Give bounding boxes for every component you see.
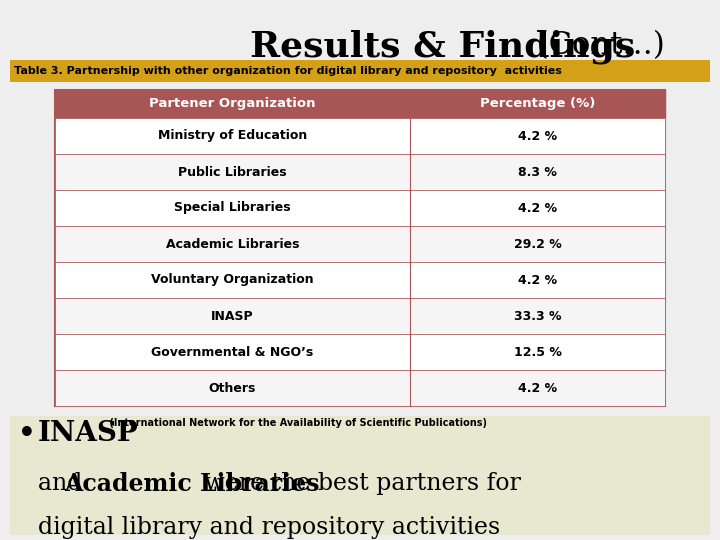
- Text: digital library and repository activities: digital library and repository activitie…: [38, 516, 500, 539]
- Text: Others: Others: [209, 381, 256, 395]
- Text: 4.2 %: 4.2 %: [518, 201, 557, 214]
- Bar: [55, 118, 665, 154]
- Text: 4.2 %: 4.2 %: [518, 381, 557, 395]
- Bar: [55, 298, 665, 334]
- Text: Governmental & NGO’s: Governmental & NGO’s: [151, 346, 314, 359]
- Text: and: and: [38, 472, 90, 495]
- Text: Ministry of Education: Ministry of Education: [158, 130, 307, 143]
- Bar: [55, 154, 665, 190]
- Text: 4.2 %: 4.2 %: [518, 130, 557, 143]
- Text: Table 3. Partnership with other organization for digital library and repository : Table 3. Partnership with other organiza…: [14, 66, 562, 76]
- Text: 4.2 %: 4.2 %: [518, 273, 557, 287]
- Text: Partener Organization: Partener Organization: [149, 98, 316, 111]
- Text: •: •: [18, 420, 36, 447]
- Bar: [55, 190, 665, 226]
- Text: Special Libraries: Special Libraries: [174, 201, 291, 214]
- Bar: [55, 226, 665, 262]
- Bar: [55, 90, 665, 118]
- Bar: [10, 416, 710, 535]
- Text: Academic Libraries: Academic Libraries: [64, 472, 320, 496]
- Text: Academic Libraries: Academic Libraries: [166, 238, 300, 251]
- Text: 8.3 %: 8.3 %: [518, 165, 557, 179]
- Text: Public Libraries: Public Libraries: [178, 165, 287, 179]
- Text: 12.5 %: 12.5 %: [513, 346, 562, 359]
- Text: (Cont…): (Cont…): [527, 30, 665, 61]
- Bar: [55, 262, 665, 298]
- Text: (International Network for the Availability of Scientific Publications): (International Network for the Availabil…: [106, 418, 487, 428]
- Text: INASP: INASP: [211, 309, 254, 322]
- Text: Voluntary Organization: Voluntary Organization: [151, 273, 314, 287]
- Text: Results & Findings: Results & Findings: [250, 30, 635, 64]
- Bar: [55, 370, 665, 406]
- Bar: [55, 90, 665, 406]
- Text: 33.3 %: 33.3 %: [514, 309, 562, 322]
- Bar: [55, 334, 665, 370]
- Bar: [10, 60, 710, 82]
- Text: 29.2 %: 29.2 %: [513, 238, 562, 251]
- Text: INASP: INASP: [38, 420, 139, 447]
- Text: Percentage (%): Percentage (%): [480, 98, 595, 111]
- Text: were the best partners for: were the best partners for: [197, 472, 521, 495]
